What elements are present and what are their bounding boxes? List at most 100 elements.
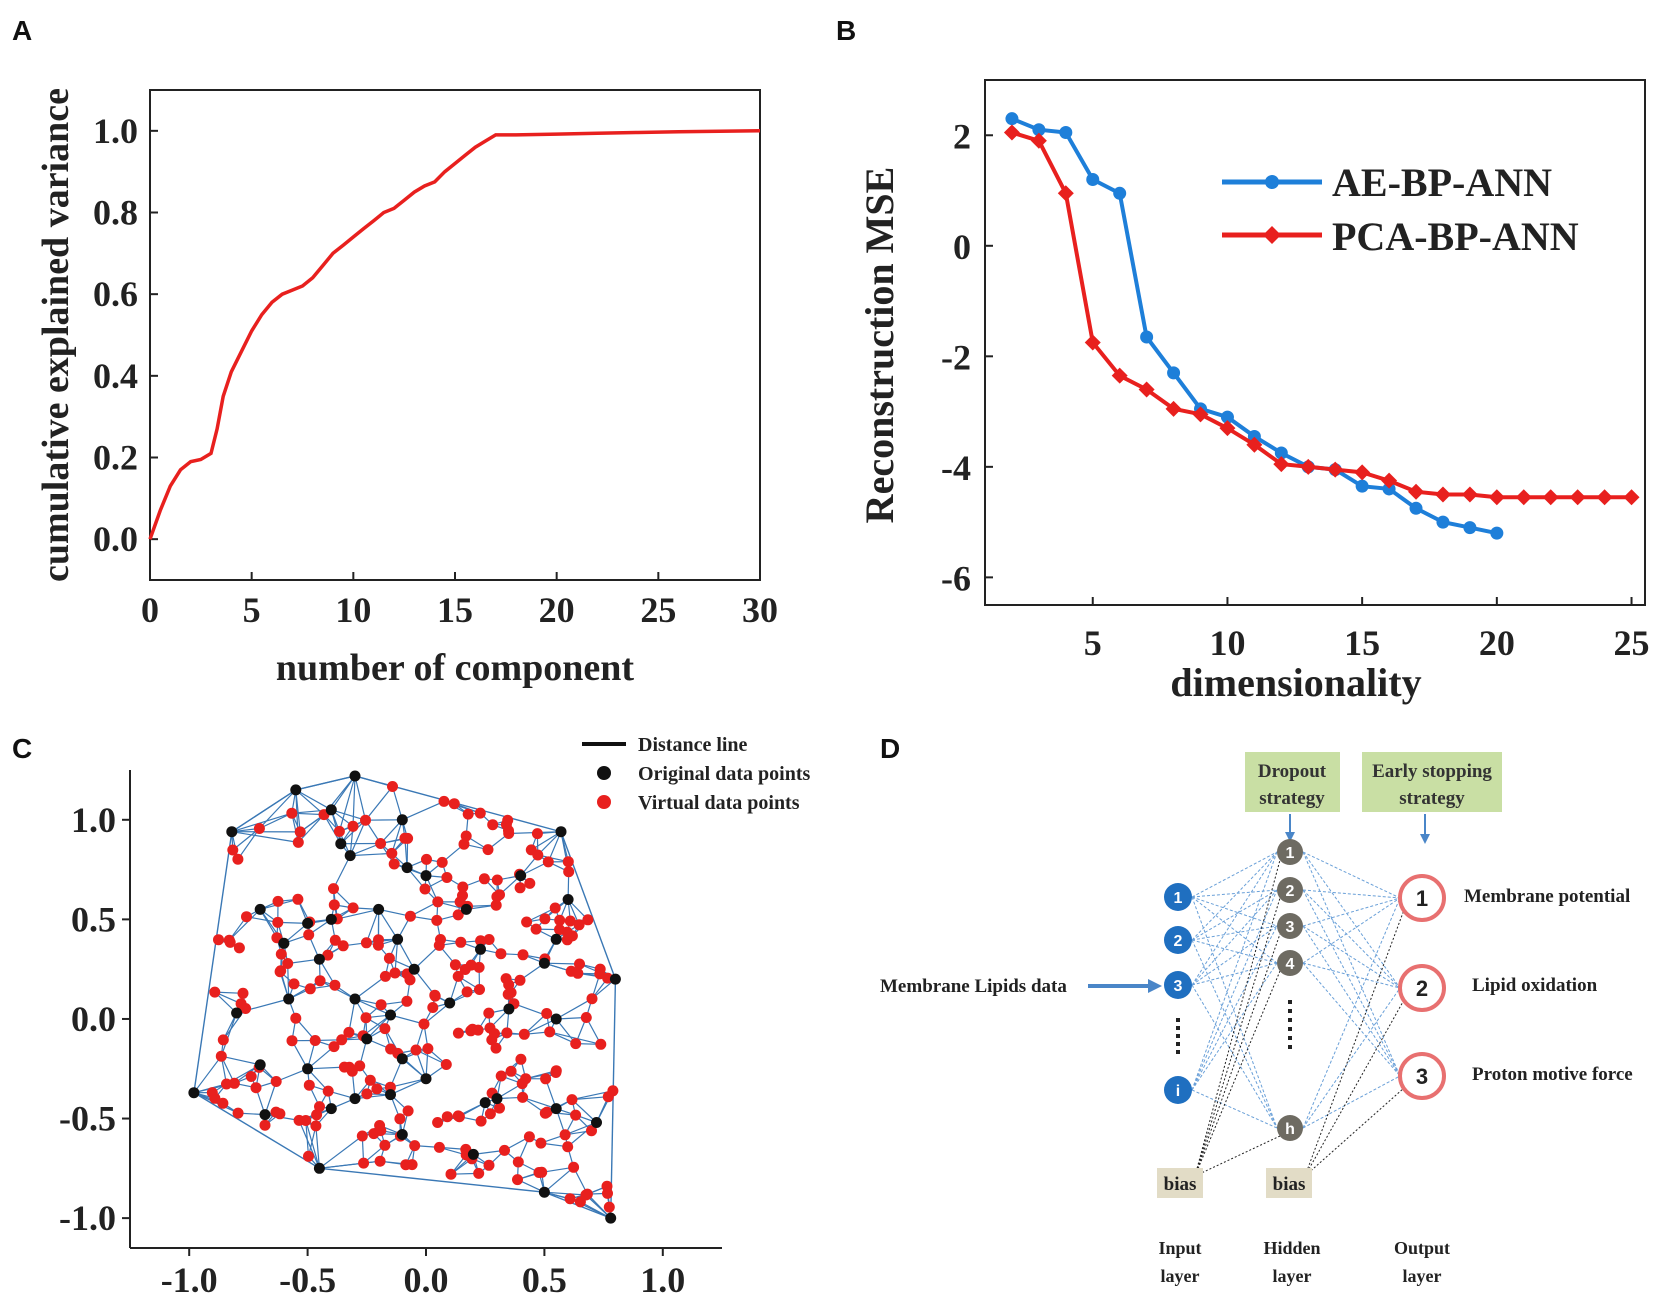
virtual-data-point [502,814,514,826]
virtual-data-point [499,1144,510,1156]
output-label-membrane-potential: Membrane potential [1464,886,1630,907]
connection-line [1302,851,1401,989]
virtual-data-point [478,873,490,885]
original-data-point [550,1013,562,1025]
original-data-point [290,784,302,796]
hidden-node: 1 [1277,839,1303,865]
chart-b-point-1 [1219,420,1236,437]
virtual-data-point [400,1159,412,1171]
distance-line [378,909,399,940]
virtual-data-point [461,986,473,998]
virtual-data-point [453,1111,465,1123]
distance-line [362,1014,391,1037]
chart-c: 1.0 0.5 0.0 -0.5 -1.0 -1.0 -0.5 0.0 0.5 1.0 Dist… [59,734,810,1296]
distance-line [287,963,290,1000]
virtual-data-point [358,1157,370,1169]
virtual-data-point [601,1180,613,1192]
virtual-data-point [329,934,341,946]
bias-connection-line [1194,970,1281,1177]
input-node: 2 [1164,926,1192,954]
virtual-data-point [364,1074,376,1086]
distance-line [315,1125,320,1169]
chart-c-xtick-label: -0.5 [279,1260,336,1296]
distance-line [220,1012,238,1057]
chart-c-xtick-label: -1.0 [161,1260,218,1296]
connection-line [1302,925,1401,1077]
original-data-point [385,1089,396,1101]
virtual-data-point [404,974,416,986]
connection-line [1302,851,1401,1077]
input-node: 3 [1164,971,1192,999]
distance-line [524,1018,557,1035]
virtual-data-point [445,1168,457,1180]
virtual-data-point [516,1078,528,1090]
original-data-point [325,913,337,925]
chart-a-ytick-label: 0.2 [93,438,138,478]
virtual-data-point [459,964,471,975]
chart-b-point-0 [1247,429,1261,443]
chart-b-point-1 [1434,486,1451,503]
output-label-proton-motive-force: Proton motive force [1472,1064,1633,1085]
virtual-data-point [433,1141,445,1153]
virtual-data-point [328,883,339,895]
original-data-point [555,826,567,838]
distance-line [330,809,342,844]
original-data-point [385,1009,396,1021]
virtual-data-point [473,1167,485,1179]
distance-line [231,812,292,833]
virtual-data-point [250,1082,262,1094]
virtual-data-point [272,895,284,907]
chart-b-ytick-label: -6 [941,558,971,598]
chart-b-point-0 [1113,186,1127,200]
chart-b-point-1 [1381,472,1398,489]
original-data-point [538,1186,550,1198]
original-data-point [254,1059,266,1071]
chart-b-point-1 [1596,489,1613,506]
original-data-point [420,870,432,882]
virtual-data-point [310,1120,322,1132]
distance-line [390,1078,427,1088]
panel-label-c: C [12,733,32,764]
dropout-box [1245,752,1340,812]
chart-b-xtick-label: 25 [1614,623,1650,663]
virtual-data-point [329,979,341,991]
chart-b-point-0 [1167,366,1181,380]
distance-line [275,1068,308,1083]
chart-b-point-1 [1569,489,1586,506]
virtual-data-point [303,1150,314,1162]
virtual-data-point [465,1025,477,1037]
virtual-data-point [361,1088,373,1100]
original-data-point [344,850,356,862]
distance-line [391,819,403,854]
chart-a-series-line [148,129,761,540]
virtual-data-point [389,967,401,979]
distance-line [348,998,356,1033]
chart-a-xlabel: number of component [276,647,635,689]
distance-line [258,789,297,829]
connection-line [1302,851,1401,899]
legend-virtual-label: Virtual data points [638,792,800,814]
layer-hidden-line1: Hidden [1263,1238,1320,1258]
virtual-data-point [375,838,387,849]
virtual-data-point [253,823,265,834]
input-node: 1 [1164,883,1192,911]
virtual-data-point [240,1003,252,1014]
chart-b-xtick-label: 20 [1479,623,1515,663]
virtual-data-point [401,995,413,1007]
original-data-point [302,1063,314,1075]
dropout-arrowhead [1285,832,1295,842]
layer-input-line2: layer [1161,1266,1200,1286]
virtual-data-point [274,966,286,978]
virtual-data-point [561,926,573,938]
chart-b-point-1 [1354,464,1371,481]
virtual-data-point [293,1114,305,1126]
original-data-point [475,943,486,955]
virtual-data-point [309,1035,321,1046]
virtual-data-point [475,1115,487,1127]
connection-line [1302,962,1401,1077]
chart-a: 0.0 0.2 0.4 0.6 0.8 1.0 0 5 10 15 20 25 30 number o… [35,88,778,689]
virtual-data-point [501,1027,513,1039]
connection-line [1191,851,1278,1091]
virtual-data-point [217,1097,229,1109]
